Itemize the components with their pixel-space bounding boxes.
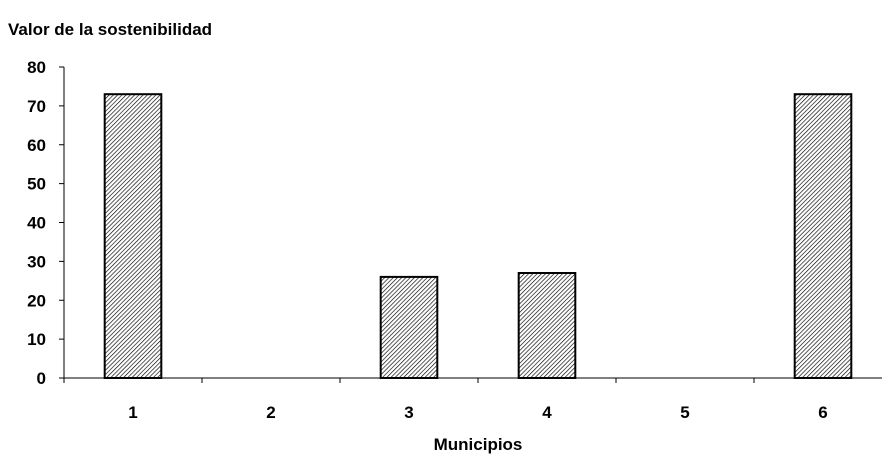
bar-6 xyxy=(793,93,853,379)
y-tick-label-80: 80 xyxy=(27,58,46,77)
x-tick-label-1: 1 xyxy=(128,403,137,422)
x-axis-ticks xyxy=(63,378,755,383)
y-tick-label-20: 20 xyxy=(27,291,46,310)
x-tick-label-3: 3 xyxy=(404,403,413,422)
y-tick-label-70: 70 xyxy=(27,97,46,116)
x-axis-title: Municipios xyxy=(434,435,523,454)
x-tick-label-5: 5 xyxy=(680,403,689,422)
x-tick-label-6: 6 xyxy=(818,403,827,422)
x-tick-label-4: 4 xyxy=(542,403,552,422)
y-tick-label-60: 60 xyxy=(27,136,46,155)
x-tick-label-2: 2 xyxy=(266,403,275,422)
y-tick-label-30: 30 xyxy=(27,252,46,271)
bar-3 xyxy=(379,275,439,379)
y-axis-ticks xyxy=(59,66,64,379)
y-tick-label-0: 0 xyxy=(37,369,46,388)
bars xyxy=(103,93,853,379)
y-tick-label-10: 10 xyxy=(27,330,46,349)
chart-title: Valor de la sostenibilidad xyxy=(8,20,212,39)
bar-4 xyxy=(517,272,577,379)
y-axis-tick-labels: 0 10 20 30 40 50 60 70 80 xyxy=(27,58,46,388)
y-tick-label-50: 50 xyxy=(27,175,46,194)
bar-1 xyxy=(103,93,163,379)
y-tick-label-40: 40 xyxy=(27,214,46,233)
x-axis-tick-labels: 1 2 3 4 5 6 xyxy=(128,403,827,422)
